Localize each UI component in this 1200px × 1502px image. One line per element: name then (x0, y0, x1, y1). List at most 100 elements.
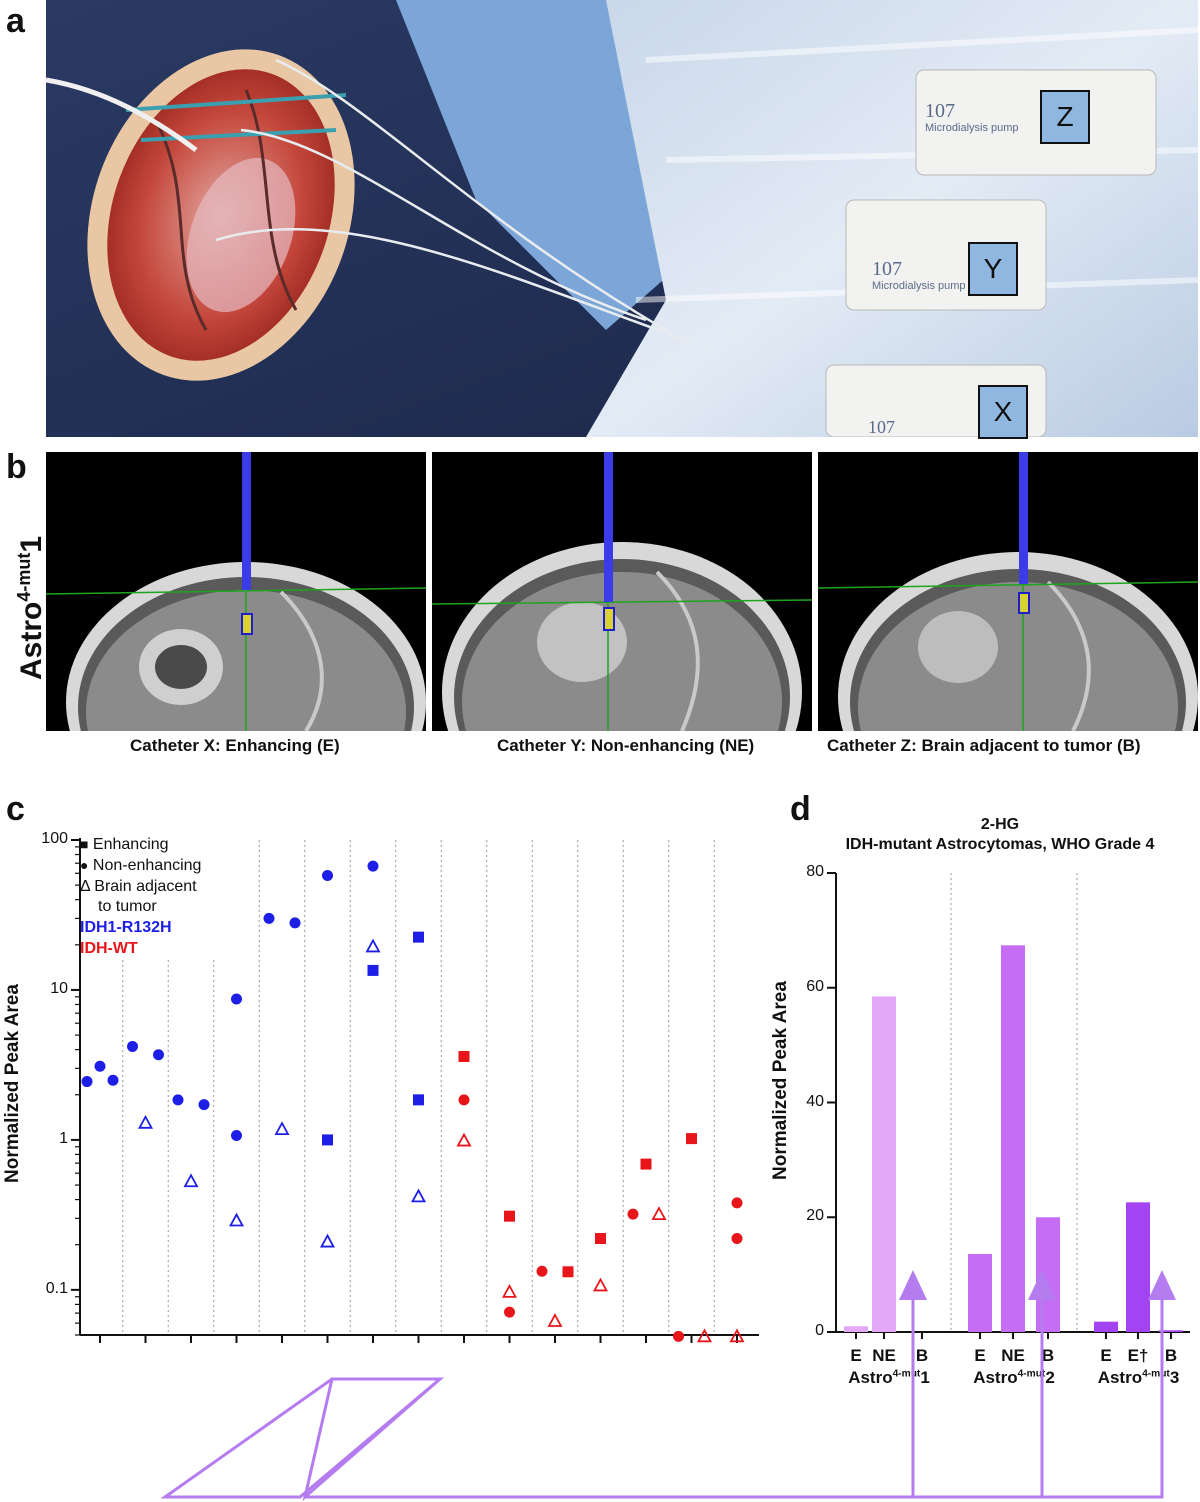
chart-c-point-circle (367, 860, 379, 872)
chart-d-bar-label: E (1100, 1346, 1112, 1365)
caption-catheter-z: Catheter Z: Brain adjacent to tumor (B) (827, 736, 1141, 755)
chart-c-point-circle (627, 1208, 639, 1220)
chart-d-bar-label: NE (1001, 1346, 1025, 1365)
panel-d-letter: d (790, 790, 811, 828)
chart-c-point-circle (289, 917, 301, 929)
chart-c-point-triangle (651, 1206, 667, 1221)
chart-c-ytick-label: 1 (59, 1129, 68, 1147)
chart-c-point-circle (107, 1074, 119, 1086)
row-label-sub: 1 (15, 535, 48, 553)
highlight-box-astro2 (302, 1377, 444, 1502)
chart-d-bar-label: B (1041, 1346, 1055, 1365)
chart-c-point-circle (127, 1040, 138, 1052)
chart-d-bar (844, 1326, 868, 1332)
mri-image-x (46, 452, 426, 731)
mri-image-z (818, 452, 1198, 731)
chart-d-ytick-label: 20 (806, 1207, 824, 1225)
chart-c-point-circle (673, 1330, 684, 1342)
chart-c-point-square (322, 1134, 333, 1146)
surgical-photo-art (46, 0, 1198, 437)
arrow-head-astro2 (1028, 1270, 1056, 1300)
chart-d-bar-label: E† (1127, 1346, 1149, 1365)
chart-d-group-label: Astro4-mut2 (973, 1368, 1055, 1387)
legend-nonenhancing-label: Non-enhancing (92, 857, 202, 874)
pump-subtext-z: Microdialysis pump (925, 122, 1019, 134)
chart-d-bar-label: NE (872, 1346, 896, 1365)
chart-c-point-square (504, 1210, 515, 1222)
chart-d-group-label: Astro4-mut1 (848, 1368, 930, 1387)
chart-c-point-triangle (501, 1283, 518, 1298)
connector-line (305, 1297, 1164, 1499)
chart-c-point-square (562, 1266, 574, 1278)
chart-c-point-circle (322, 869, 333, 881)
chart-d-bar (872, 996, 896, 1332)
chart-d-bar (1094, 1321, 1118, 1332)
chart-c-point-circle (731, 1233, 743, 1245)
pump-text-z: 107 (925, 100, 955, 122)
pump-text-y: 107 (872, 258, 902, 280)
chart-c-point-triangle (137, 1114, 154, 1129)
chart-c-point-triangle (410, 1188, 427, 1203)
chart-c-ytick-label: 100 (41, 830, 68, 847)
chart-d-ytick-label: 60 (806, 977, 824, 995)
mri-art-x (46, 452, 426, 731)
chart-c-point-triangle (228, 1212, 245, 1227)
chart-c-point-circle (231, 993, 242, 1005)
chart-c-point-triangle (319, 1233, 336, 1248)
chart-c-point-triangle (365, 938, 381, 953)
chart-c-point-triangle (274, 1121, 290, 1136)
chart-d-group-label: Astro4-mut3 (1097, 1368, 1180, 1387)
chart-c-point-triangle (592, 1277, 609, 1292)
chart-c-point-triangle (729, 1328, 745, 1343)
chart-c-point-circle (153, 1049, 164, 1061)
chart-d-bar-label: E (850, 1346, 862, 1365)
caption-catheter-x: Catheter X: Enhancing (E) (130, 736, 340, 755)
pump-subtext-y: Microdialysis pump (872, 280, 966, 292)
chart-c-plot (71, 838, 759, 1343)
chart-d-subtitle: IDH-mutant Astrocytomas, WHO Grade 4 (845, 836, 1155, 853)
chart-c-point-circle (231, 1130, 242, 1142)
chart-d-bar (1001, 945, 1025, 1332)
legend-enhancing-label: Enhancing (92, 836, 169, 853)
chart-c-point-triangle (183, 1173, 199, 1188)
chart-c-point-square (640, 1158, 652, 1170)
legend-brain-adjacent-label: Brain adjacent (94, 878, 197, 895)
pump-text-x: 107 (868, 417, 895, 437)
connector-arrows (160, 1270, 1176, 1502)
surgical-photo (46, 0, 1198, 437)
legend-group-idh-mut: IDH1-R132H (80, 919, 172, 936)
chart-c-point-square (458, 1050, 470, 1062)
arrow-head-astro1 (899, 1270, 927, 1300)
pump-label-y: Y (968, 242, 1018, 296)
legend-item-nonenhancing: ● Non-enhancing (80, 857, 202, 874)
chart-c-point-circle (536, 1265, 548, 1277)
pump-label-z: Z (1040, 90, 1090, 144)
chart-c-legend: ■ Enhancing ● Non-enhancing Δ Brain adja… (80, 836, 201, 958)
chart-d-bar (1159, 1330, 1183, 1332)
chart-c-point-circle (198, 1099, 210, 1111)
caption-catheter-y: Catheter Y: Non-enhancing (NE) (497, 736, 755, 755)
chart-c-point-circle (81, 1076, 93, 1088)
chart-c-point-circle (263, 912, 275, 924)
chart-c-point-square (413, 1094, 424, 1106)
panel-b-letter: b (6, 448, 27, 486)
chart-c-point-circle (504, 1306, 515, 1318)
chart-c-point-circle (94, 1060, 106, 1072)
legend-item-brain-adjacent: Δ Brain adjacent (80, 878, 197, 895)
legend-group-idh-wt: IDH-WT (80, 940, 138, 957)
chart-c-point-circle (458, 1094, 470, 1106)
arrow-head-astro3 (1148, 1270, 1176, 1300)
mri-image-y (432, 452, 812, 731)
chart-d-title: 2-HG (980, 816, 1020, 833)
chart-d-bar (1126, 1202, 1150, 1332)
chart-d-bar (968, 1253, 992, 1332)
chart-c-point-triangle (456, 1132, 472, 1147)
panel-a-letter: a (6, 2, 25, 40)
chart-d-ytick-label: 80 (806, 863, 824, 880)
chart-c-point-square (413, 931, 424, 943)
pump-label-x: X (978, 385, 1028, 439)
chart-c-ytick-label: 10 (50, 979, 68, 997)
chart-d-plot (827, 872, 1190, 1339)
legend-item-brain-adjacent-2: to tumor (98, 898, 157, 915)
chart-c-point-square (686, 1133, 697, 1145)
